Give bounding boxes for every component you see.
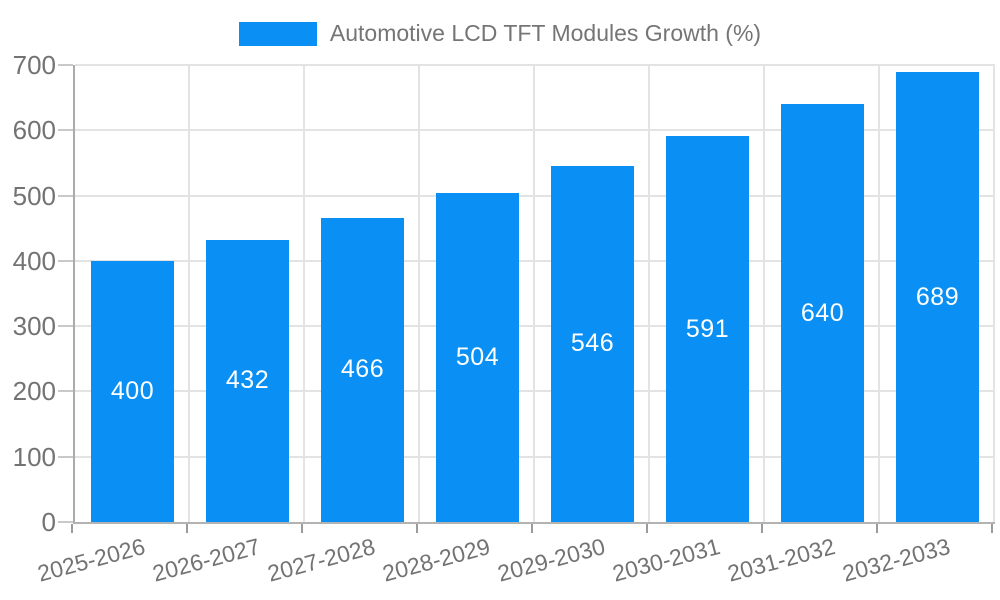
bar[interactable]: 591 (666, 136, 749, 522)
plot-area: 400 432 466 504 546 591 640 689 (73, 64, 995, 524)
y-axis-tick (58, 455, 73, 458)
vertical-gridline (878, 65, 880, 522)
bar[interactable]: 466 (321, 217, 404, 522)
x-axis-tick (646, 524, 648, 533)
horizontal-gridline (75, 259, 995, 262)
y-axis-tick-label: 200 (12, 376, 56, 407)
bar-value-label: 466 (340, 355, 385, 384)
bar-value-label: 504 (455, 342, 500, 371)
y-axis-tick-label: 300 (12, 311, 56, 342)
y-axis-tick (58, 259, 73, 262)
bar[interactable]: 640 (781, 104, 864, 522)
x-axis-tick (301, 524, 303, 533)
horizontal-gridline (75, 64, 995, 66)
y-axis-tick-label: 600 (12, 115, 56, 146)
vertical-gridline (418, 65, 420, 522)
horizontal-gridline (75, 129, 995, 132)
x-axis-tick (991, 524, 993, 533)
y-axis-tick-label: 400 (12, 245, 56, 276)
vertical-gridline (648, 65, 650, 522)
y-axis-tick (58, 521, 73, 523)
vertical-gridline (303, 65, 305, 522)
vertical-gridline (993, 65, 995, 522)
bar-value-label: 640 (800, 298, 845, 327)
x-axis-tick (531, 524, 533, 533)
bar[interactable]: 400 (91, 260, 174, 522)
horizontal-gridline (75, 194, 995, 197)
y-axis-tick-label: 100 (12, 441, 56, 472)
y-axis-tick (58, 64, 73, 66)
chart-legend[interactable]: Automotive LCD TFT Modules Growth (%) (0, 20, 1000, 47)
y-axis-tick-label: 500 (12, 180, 56, 211)
bar[interactable]: 504 (436, 192, 519, 522)
bar-value-label: 689 (915, 282, 960, 311)
bar[interactable]: 432 (206, 239, 289, 522)
x-axis-tick (71, 524, 73, 533)
y-axis-tick (58, 390, 73, 393)
x-axis-tick (761, 524, 763, 533)
bar-value-label: 546 (570, 329, 615, 358)
vertical-gridline (188, 65, 190, 522)
horizontal-gridline (75, 455, 995, 458)
y-axis-tick-label: 700 (12, 50, 56, 80)
vertical-gridline (533, 65, 535, 522)
bar[interactable]: 689 (896, 72, 979, 522)
horizontal-gridline (75, 390, 995, 393)
y-axis-tick (58, 129, 73, 132)
x-axis-tick (416, 524, 418, 533)
bar-value-label: 432 (225, 366, 270, 395)
legend-swatch (238, 21, 317, 46)
bar-value-label: 591 (685, 314, 730, 343)
y-axis-tick (58, 194, 73, 197)
legend-label: Automotive LCD TFT Modules Growth (%) (329, 20, 762, 46)
vertical-gridline (763, 65, 765, 522)
x-axis-tick (186, 524, 188, 533)
y-axis-tick-label: 0 (41, 507, 56, 537)
bar[interactable]: 546 (551, 165, 634, 522)
x-axis-tick (876, 524, 878, 533)
horizontal-gridline (75, 325, 995, 328)
bar-value-label: 400 (110, 376, 155, 405)
y-axis-tick (58, 325, 73, 328)
